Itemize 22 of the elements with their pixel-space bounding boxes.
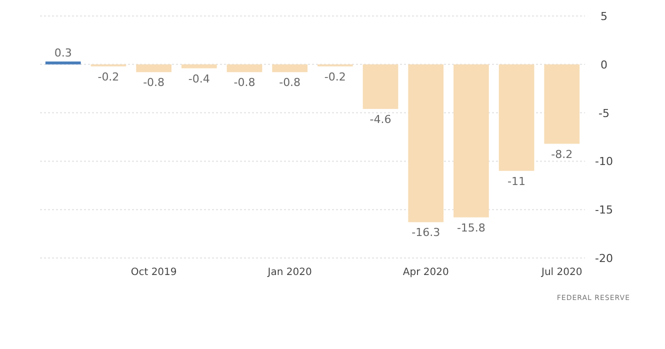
y-tick-label: -15 <box>595 204 613 217</box>
data-label: -16.3 <box>412 226 440 240</box>
y-tick-label: -20 <box>595 252 613 265</box>
data-label: -0.8 <box>279 76 301 90</box>
data-label: -4.6 <box>370 112 392 126</box>
x-tick-label: Oct 2019 <box>130 267 177 278</box>
y-tick-label: 5 <box>600 10 608 23</box>
x-tick-label: Apr 2020 <box>402 267 449 278</box>
data-label: -0.8 <box>234 76 256 90</box>
x-tick-label: Jul 2020 <box>540 267 582 278</box>
data-label: -15.8 <box>456 221 486 234</box>
data-label: -0.2 <box>98 70 120 84</box>
data-label: -0.8 <box>143 76 165 90</box>
data-label: -0.2 <box>324 70 346 84</box>
y-tick-label: -5 <box>598 106 610 120</box>
data-label: 0.3 <box>54 46 72 60</box>
y-tick-label: 0 <box>600 58 608 72</box>
y-tick-label: -10 <box>595 155 613 168</box>
data-label: -8.2 <box>551 148 573 161</box>
data-label: -0.4 <box>188 72 210 86</box>
data-label: -11 <box>508 174 526 188</box>
x-tick-label: Jan 2020 <box>266 267 312 278</box>
